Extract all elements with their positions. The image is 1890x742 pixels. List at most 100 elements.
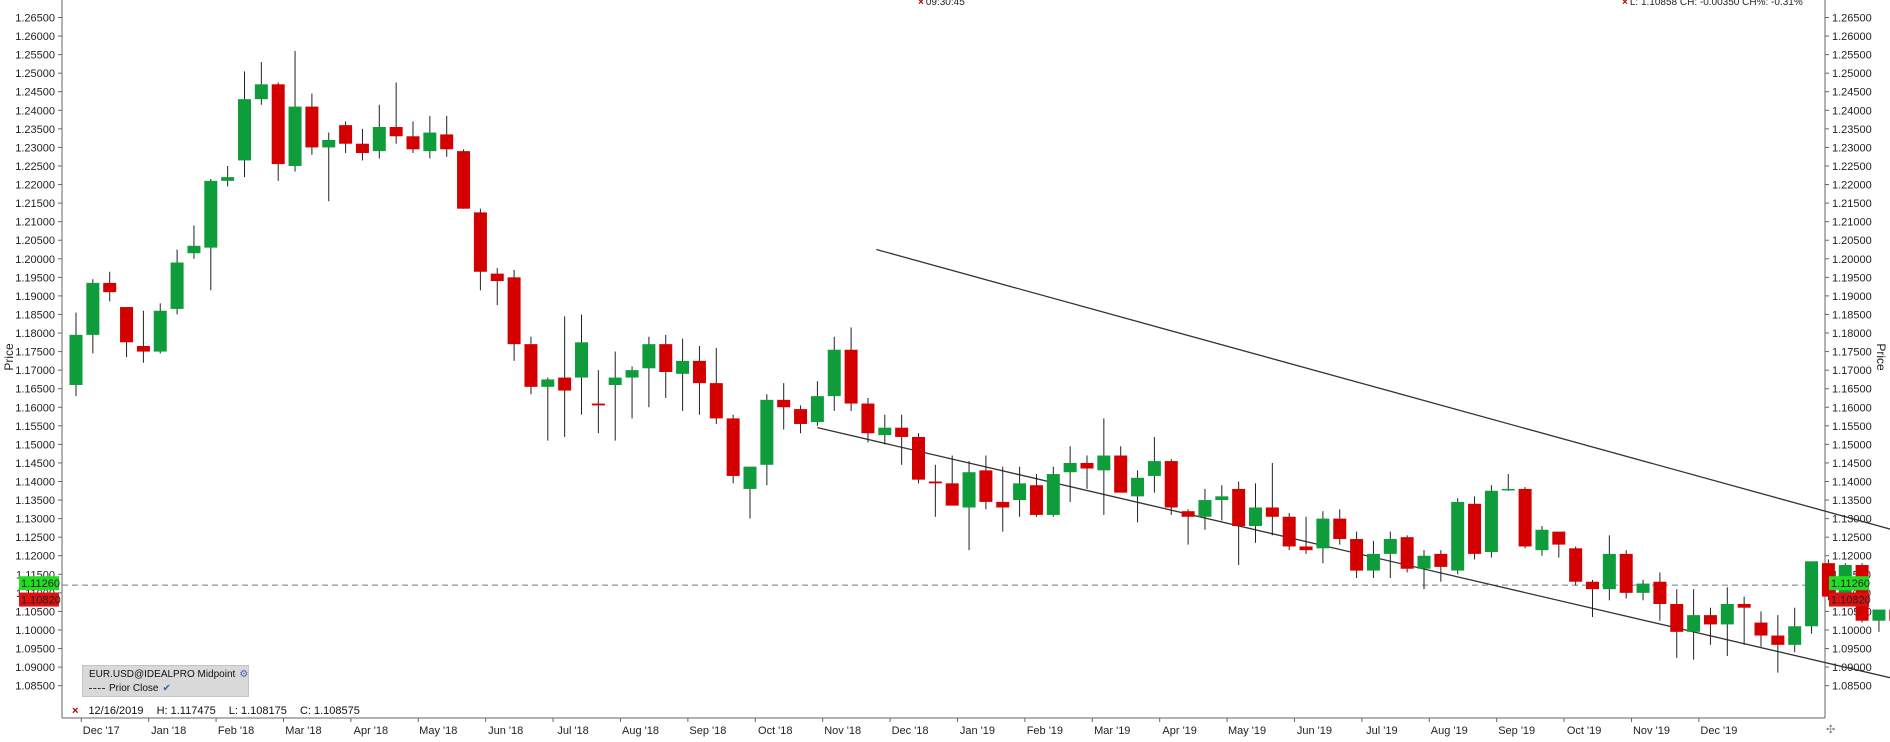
y-tick-label-left: 1.25000 bbox=[15, 68, 55, 80]
candle-body-down bbox=[1619, 553, 1633, 593]
candle-body-down bbox=[1282, 516, 1296, 547]
candle-body-down bbox=[1653, 581, 1667, 604]
y-tick-label-right: 1.25000 bbox=[1832, 68, 1872, 80]
x-tick-label: May '19 bbox=[1228, 725, 1266, 737]
trend-line bbox=[817, 427, 1890, 679]
y-tick-label-right: 1.22500 bbox=[1832, 161, 1872, 173]
candle-body-down bbox=[1754, 622, 1768, 636]
candle-body-down bbox=[1350, 539, 1364, 571]
candle-body-up bbox=[1451, 501, 1465, 571]
y-tick-label-right: 1.23500 bbox=[1832, 124, 1872, 136]
candle-body-down bbox=[524, 344, 538, 387]
y-tick-label-right: 1.10000 bbox=[1832, 625, 1872, 637]
candle-body-up bbox=[1417, 555, 1431, 569]
candle-body-up bbox=[743, 466, 757, 489]
x-tick-label: Oct '18 bbox=[758, 725, 793, 737]
x-tick-label: Apr '19 bbox=[1162, 725, 1197, 737]
gear-icon[interactable]: ⚙ bbox=[239, 669, 249, 680]
y-tick-label-right: 1.24000 bbox=[1832, 105, 1872, 117]
y-tick-label-right: 1.21500 bbox=[1832, 198, 1872, 210]
candle-body-down bbox=[1029, 485, 1043, 515]
x-tick-label: Feb '19 bbox=[1027, 725, 1063, 737]
candle-body-up bbox=[1484, 490, 1498, 553]
candle-body-up bbox=[1788, 626, 1802, 645]
x-tick-label: Oct '19 bbox=[1567, 725, 1602, 737]
candle-body-up bbox=[676, 360, 690, 374]
candle-body-down bbox=[1434, 553, 1448, 567]
candle-body-down bbox=[507, 277, 521, 345]
status-date: 12/16/2019 bbox=[88, 705, 144, 717]
candle-body-down bbox=[777, 399, 791, 408]
close-marker-icon[interactable]: × bbox=[918, 0, 924, 8]
x-tick-label: Jan '18 bbox=[151, 725, 186, 737]
x-tick-label: May '18 bbox=[419, 725, 457, 737]
y-tick-label-right: 1.13500 bbox=[1832, 495, 1872, 507]
y-tick-label-left: 1.09000 bbox=[15, 662, 55, 674]
x-tick-label: Jan '19 bbox=[960, 725, 995, 737]
x-tick-label: Jun '18 bbox=[488, 725, 523, 737]
y-tick-label-left: 1.23500 bbox=[15, 124, 55, 136]
candle-body-up bbox=[1687, 615, 1701, 632]
candle-body-up bbox=[204, 180, 218, 248]
x-tick-label: Jul '18 bbox=[557, 725, 588, 737]
candle-body-down bbox=[1468, 503, 1482, 554]
y-tick-label-right: 1.21000 bbox=[1832, 217, 1872, 229]
candle-body-down bbox=[709, 383, 723, 419]
candle-body-up bbox=[1147, 461, 1161, 476]
y-tick-label-left: 1.12500 bbox=[15, 532, 55, 544]
candle-body-down bbox=[996, 501, 1010, 508]
candle-body-up bbox=[153, 310, 167, 352]
candle-body-down bbox=[1299, 546, 1313, 551]
y-tick-label-right: 1.16500 bbox=[1832, 384, 1872, 396]
candle-body-up bbox=[1097, 455, 1111, 471]
low-price-tag-box bbox=[19, 592, 59, 607]
check-icon[interactable]: ✔ bbox=[162, 683, 171, 694]
crosshair-icon[interactable]: ✣ bbox=[1826, 724, 1836, 736]
dashed-line-icon bbox=[89, 687, 105, 689]
x-tick-label: Nov '18 bbox=[824, 725, 861, 737]
y-tick-label-right: 1.22000 bbox=[1832, 180, 1872, 192]
close-marker-icon[interactable]: × bbox=[72, 705, 79, 717]
y-tick-label-left: 1.16500 bbox=[15, 384, 55, 396]
candle-body-down bbox=[339, 125, 353, 144]
chart-legend[interactable]: EUR.USD@IDEALPRO Midpoint ⚙ Prior Close ✔ bbox=[82, 665, 249, 697]
y-tick-label-right: 1.20000 bbox=[1832, 254, 1872, 266]
x-tick-label: Mar '19 bbox=[1094, 725, 1130, 737]
candle-body-up bbox=[1366, 553, 1380, 571]
candle-body-up bbox=[221, 177, 235, 181]
status-bar: × 12/16/2019 H: 1.117475 L: 1.108175 C: 1… bbox=[72, 705, 370, 717]
legend-prior-close: Prior Close bbox=[109, 683, 159, 694]
y-tick-label-left: 1.17000 bbox=[15, 365, 55, 377]
y-tick-label-right: 1.20500 bbox=[1832, 235, 1872, 247]
candle-body-down bbox=[1703, 615, 1717, 625]
y-tick-label-left: 1.14000 bbox=[15, 477, 55, 489]
y-tick-label-right: 1.18000 bbox=[1832, 328, 1872, 340]
y-tick-label-right: 1.09500 bbox=[1832, 644, 1872, 656]
candle-body-down bbox=[136, 346, 150, 352]
candle-body-down bbox=[120, 307, 134, 343]
status-high: H: 1.117475 bbox=[156, 705, 216, 717]
low-price-tag: 1.10820 bbox=[1831, 595, 1871, 607]
candle-body-up bbox=[372, 127, 386, 152]
candle-body-down bbox=[355, 143, 369, 153]
candle-body-up bbox=[170, 262, 184, 309]
top-time-readout: × 09:30:45 bbox=[918, 0, 965, 8]
candle-body-up bbox=[575, 342, 588, 378]
candle-body-up bbox=[760, 399, 774, 465]
y-tick-label-right: 1.14500 bbox=[1832, 458, 1872, 470]
candle-body-down bbox=[457, 151, 471, 209]
x-tick-label: Jul '19 bbox=[1366, 725, 1397, 737]
candle-body-up bbox=[1535, 529, 1549, 551]
candle-body-down bbox=[979, 470, 993, 502]
y-tick-label-right: 1.17500 bbox=[1832, 347, 1872, 359]
y-tick-label-left: 1.16000 bbox=[15, 402, 55, 414]
close-marker-icon[interactable]: × bbox=[1622, 0, 1628, 8]
quote-label: L: 1.10858 CH: -0.00350 CH%: -0.31% bbox=[1629, 0, 1803, 8]
x-tick-label: Feb '18 bbox=[218, 725, 254, 737]
x-tick-label: Dec '19 bbox=[1700, 725, 1737, 737]
y-tick-label-right: 1.26000 bbox=[1832, 31, 1872, 43]
low-price-tag-box bbox=[1829, 592, 1869, 607]
candle-body-down bbox=[844, 349, 858, 404]
y-tick-label-right: 1.15000 bbox=[1832, 439, 1872, 451]
